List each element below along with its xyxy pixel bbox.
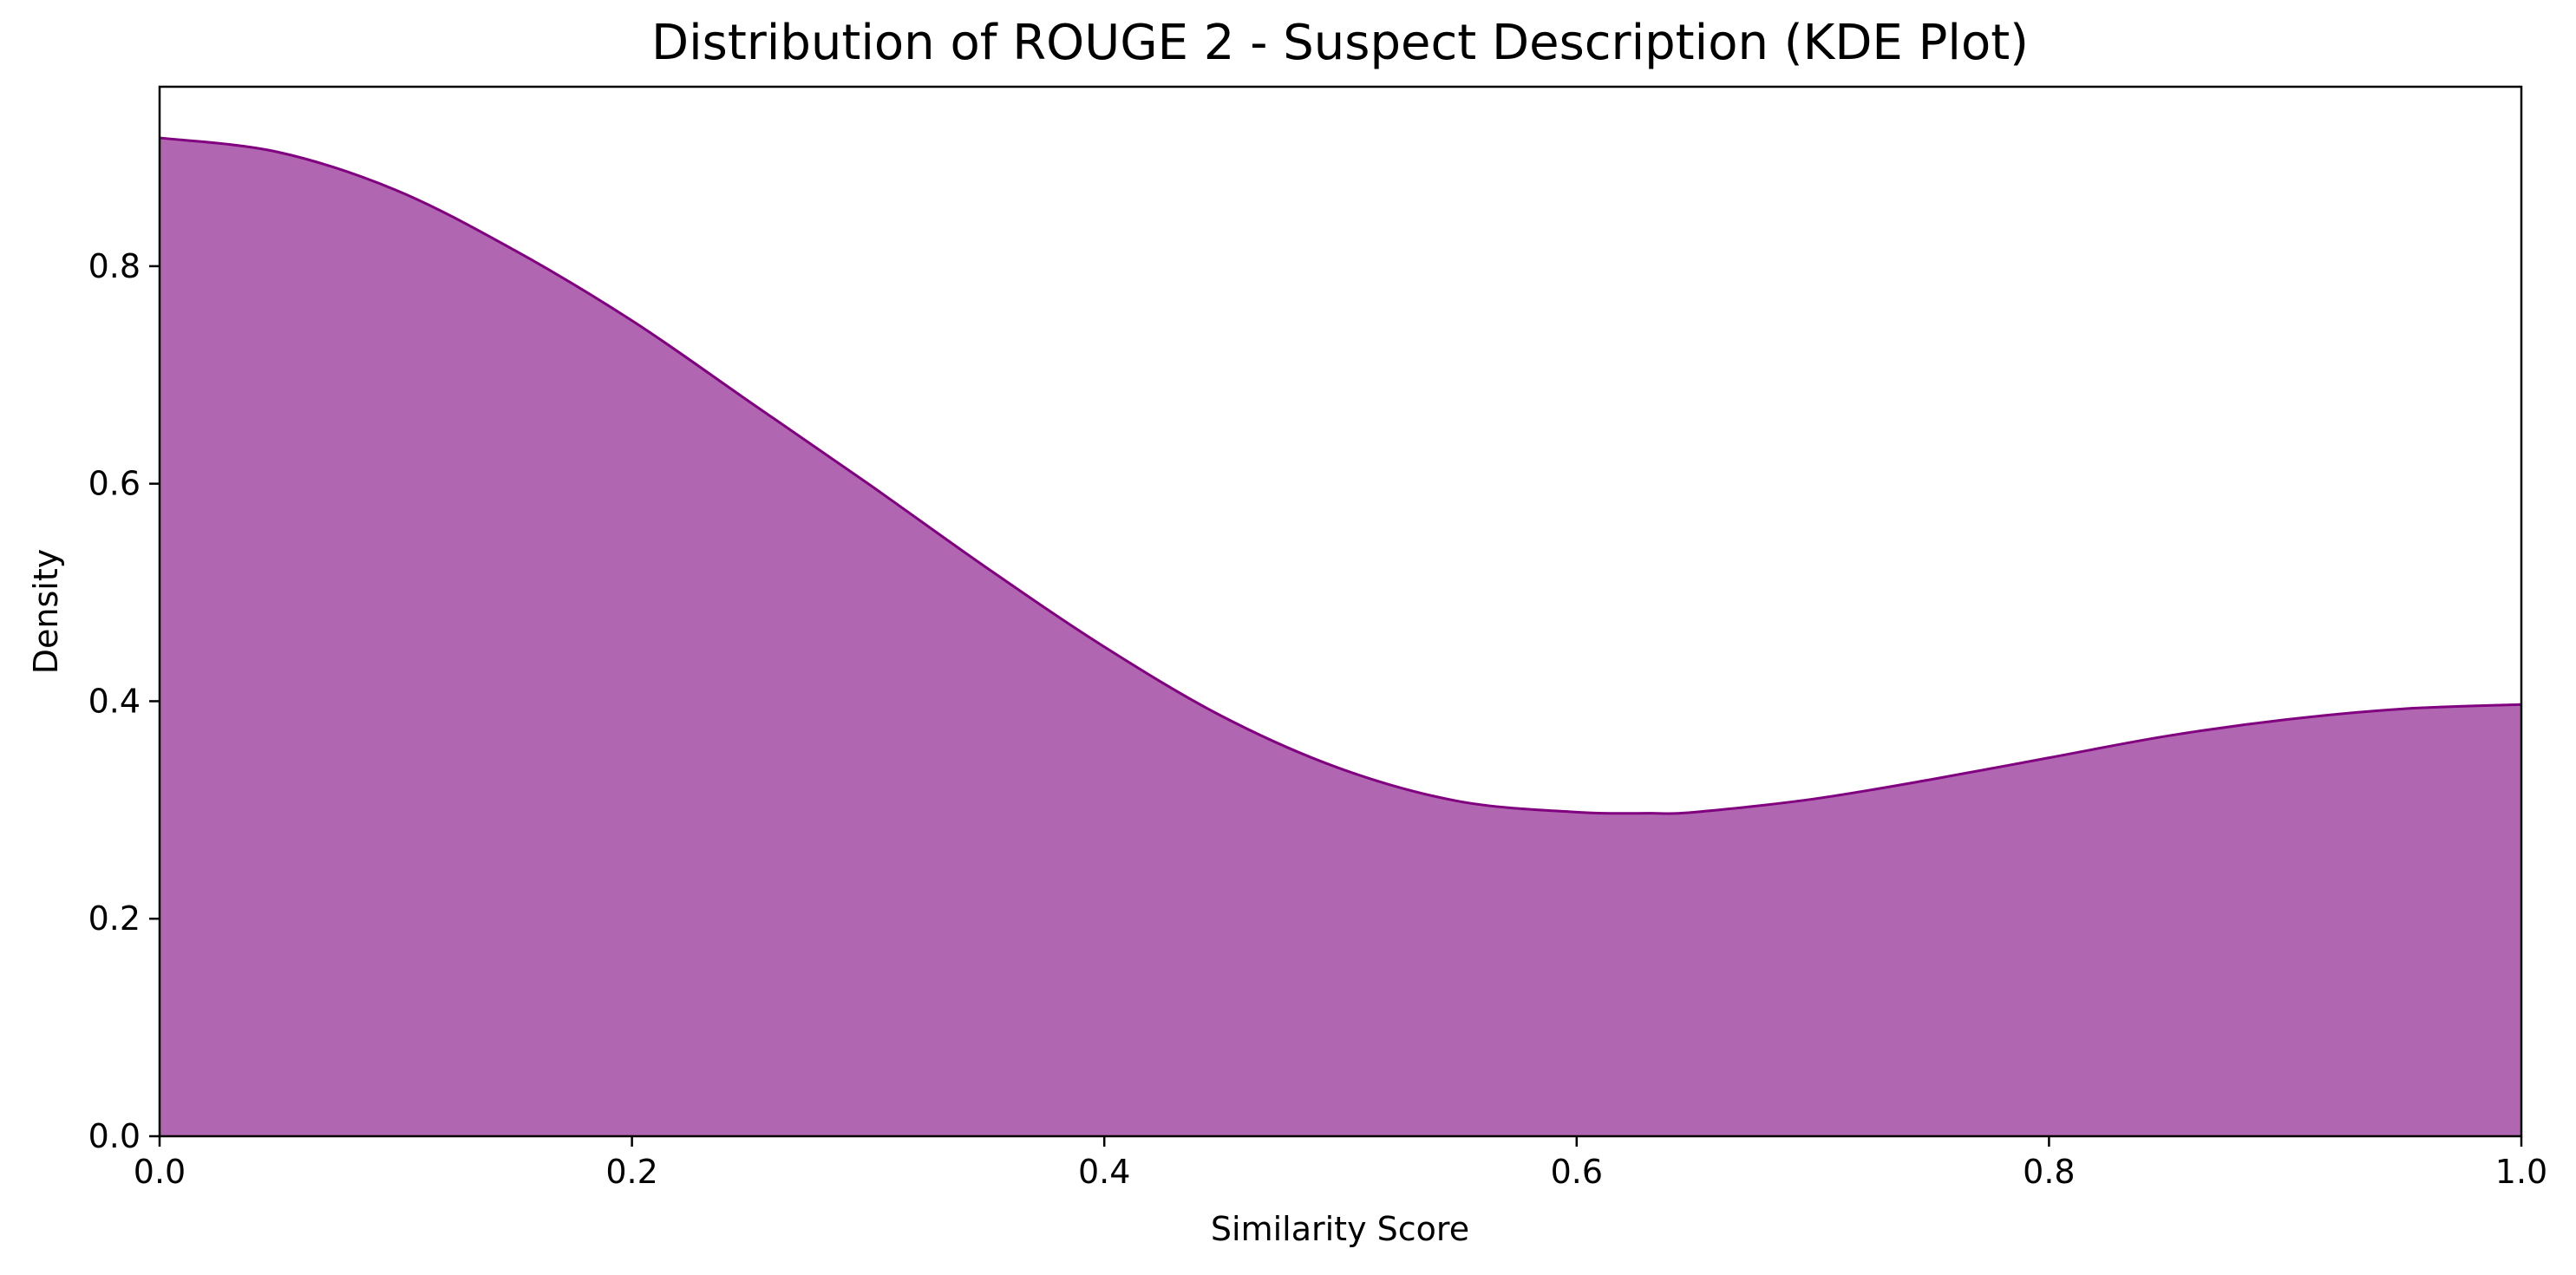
y-tick-label: 0.6 xyxy=(88,465,141,503)
plot-frame xyxy=(158,85,2523,1138)
y-tick-label: 0.4 xyxy=(88,682,141,720)
x-tick-label: 1.0 xyxy=(2495,1153,2547,1191)
x-tick-label: 0.6 xyxy=(1551,1153,1603,1191)
kde-area-fill xyxy=(160,137,2521,1137)
x-tick-label: 0.4 xyxy=(1078,1153,1130,1191)
x-tick-label: 0.0 xyxy=(134,1153,186,1191)
x-tick-label: 0.2 xyxy=(605,1153,657,1191)
chart-title: Distribution of ROUGE 2 - Suspect Descri… xyxy=(651,15,2029,71)
axis-ticks: 0.0 0.2 0.4 0.6 0.8 1.0 0.0 0.2 0.4 0.6 0.8 xyxy=(88,247,2548,1191)
kde-area-layer xyxy=(159,136,2522,1137)
y-tick-label: 0.0 xyxy=(88,1117,141,1155)
y-tick-label: 0.8 xyxy=(88,247,141,285)
y-axis-label: Density xyxy=(27,549,65,674)
x-tick-label: 0.8 xyxy=(2023,1153,2075,1191)
x-axis-label: Similarity Score xyxy=(1211,1210,1469,1248)
kde-density-line xyxy=(159,136,2522,815)
y-tick-label: 0.2 xyxy=(88,899,141,938)
